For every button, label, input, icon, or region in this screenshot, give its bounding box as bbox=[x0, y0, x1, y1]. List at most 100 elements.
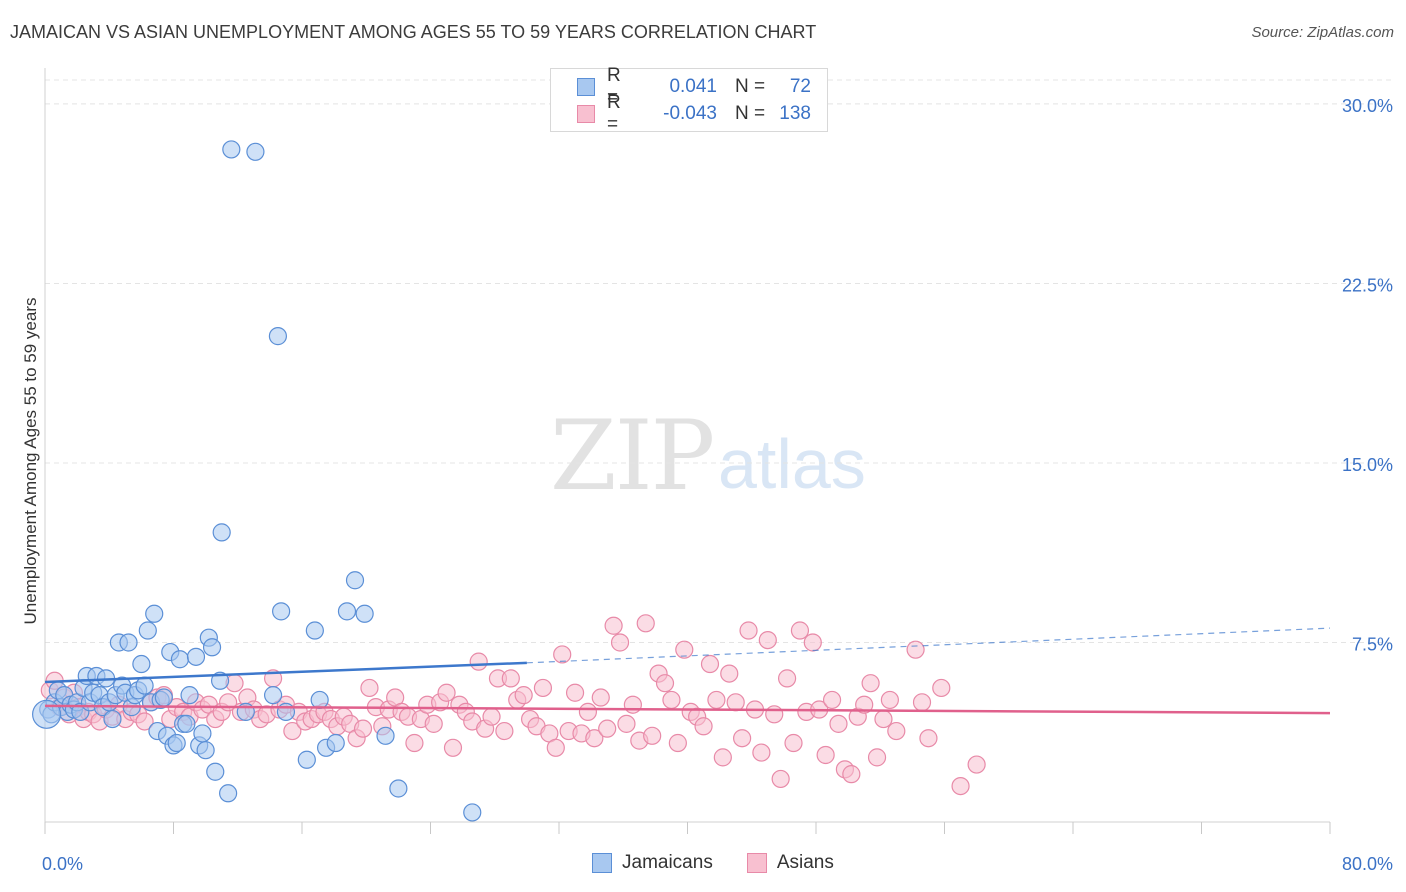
jamaicans-point bbox=[222, 140, 241, 159]
jamaicans-point bbox=[138, 621, 157, 640]
jamaicans-point bbox=[154, 688, 173, 707]
legend-r-value: 0.041 bbox=[669, 76, 717, 97]
asians-point bbox=[482, 707, 501, 726]
correlation-legend: R = 0.041 N = 72 R = -0.043 N = 138 bbox=[550, 65, 828, 135]
asians-point bbox=[784, 733, 803, 753]
series-label-jamaicans: Jamaicans bbox=[622, 852, 713, 873]
asians-point bbox=[887, 721, 906, 741]
legend-swatch-jamaicans bbox=[577, 78, 595, 96]
asians-point bbox=[816, 745, 835, 765]
asians-point bbox=[752, 743, 771, 762]
jamaicans-point bbox=[376, 726, 395, 745]
y-tick-label: 22.5% bbox=[1342, 275, 1393, 295]
asians-point bbox=[822, 690, 842, 710]
asians-point bbox=[861, 674, 880, 693]
jamaicans-cluster-point bbox=[32, 699, 62, 729]
asians-point bbox=[604, 616, 623, 635]
asians-point bbox=[546, 738, 565, 757]
jamaicans-point bbox=[389, 779, 408, 798]
asians-point bbox=[495, 721, 514, 741]
series-legend: Jamaicans Asians bbox=[592, 852, 868, 874]
y-tick-label: 15.0% bbox=[1342, 455, 1393, 475]
asians-point bbox=[880, 690, 899, 710]
asians-point bbox=[643, 726, 662, 745]
jamaicans-point bbox=[177, 714, 196, 733]
asians-point bbox=[803, 633, 822, 652]
series-swatch-jamaicans bbox=[592, 853, 612, 873]
asians-point bbox=[655, 674, 675, 693]
series-label-asians: Asians bbox=[776, 852, 834, 873]
axis-labels: 7.5% 15.0% 22.5% 30.0% 0.0% 80.0% Unemployment… bbox=[21, 96, 1393, 874]
y-axis-title: Unemployment Among Ages 55 to 59 years bbox=[21, 298, 40, 625]
legend-n-value: 138 bbox=[779, 103, 811, 124]
asians-point bbox=[713, 748, 732, 767]
jamaicans-point bbox=[180, 686, 199, 705]
asians-point bbox=[437, 683, 456, 702]
asians-point bbox=[790, 621, 810, 640]
asians-point bbox=[636, 614, 655, 633]
jamaicans-point bbox=[305, 621, 324, 640]
asians-point bbox=[700, 654, 720, 674]
jamaicans-point bbox=[206, 762, 225, 781]
jamaicans-point bbox=[202, 638, 222, 657]
asians-point bbox=[514, 686, 533, 705]
jamaicans-point bbox=[212, 523, 231, 542]
asians-point bbox=[874, 709, 893, 729]
jamaicans-point bbox=[119, 633, 138, 652]
asians-point bbox=[598, 719, 617, 738]
asians-point bbox=[533, 678, 553, 698]
asians-point bbox=[919, 729, 938, 748]
asians-point bbox=[662, 690, 681, 710]
jamaicans-point bbox=[170, 650, 190, 669]
legend-row-jamaicans: R = 0.041 N = 72 bbox=[577, 65, 811, 108]
asians-point bbox=[668, 733, 687, 753]
asians-point bbox=[283, 721, 302, 741]
series-swatch-asians bbox=[746, 853, 767, 873]
legend-row-asians: R = -0.043 N = 138 bbox=[577, 92, 811, 135]
jamaicans-point bbox=[337, 602, 357, 621]
legend-n-label: N = bbox=[735, 103, 766, 124]
asians-point bbox=[733, 729, 752, 748]
jamaicans-point bbox=[246, 142, 265, 161]
asians-point bbox=[135, 712, 154, 731]
asians-point bbox=[765, 705, 784, 724]
jamaicans-point bbox=[276, 702, 296, 721]
jamaicans-point bbox=[167, 733, 186, 753]
jamaicans-point bbox=[326, 733, 345, 753]
watermark-atlas: atlas bbox=[718, 425, 866, 503]
y-tick-label: 7.5% bbox=[1352, 634, 1393, 654]
asians-points bbox=[40, 614, 986, 796]
asians-point bbox=[771, 769, 790, 789]
asians-point bbox=[553, 645, 572, 664]
jamaicans-point bbox=[145, 604, 164, 623]
asians-point bbox=[906, 640, 925, 659]
series-legend-asians[interactable]: Asians bbox=[746, 852, 834, 874]
asians-point bbox=[585, 729, 604, 748]
watermark-zip: ZIP bbox=[550, 400, 715, 512]
trend-lines bbox=[44, 627, 1331, 715]
legend-n-value: 72 bbox=[789, 76, 811, 97]
jamaicans-point bbox=[272, 602, 291, 621]
asians-point bbox=[932, 678, 951, 698]
series-legend-jamaicans[interactable]: Jamaicans bbox=[592, 852, 713, 874]
jamaicans-point bbox=[297, 750, 316, 769]
grid-lines bbox=[45, 79, 1392, 643]
x-tick-label: 0.0% bbox=[42, 854, 83, 874]
legend-r-label: R = bbox=[607, 92, 621, 135]
asians-point bbox=[360, 678, 379, 698]
jamaicans-point bbox=[210, 671, 230, 690]
asians-point bbox=[610, 633, 630, 652]
jamaicans-trend-line bbox=[44, 661, 527, 684]
jamaicans-point bbox=[196, 741, 215, 760]
asians-point bbox=[720, 664, 739, 683]
jamaicans-point bbox=[186, 647, 206, 666]
legend-n-label: N = bbox=[735, 76, 766, 97]
asians-point bbox=[623, 695, 642, 714]
asians-point bbox=[565, 683, 585, 702]
asians-point bbox=[867, 748, 887, 767]
jamaicans-points bbox=[32, 140, 482, 822]
jamaicans-point bbox=[132, 654, 151, 674]
asians-point bbox=[829, 714, 848, 733]
jamaicans-point bbox=[463, 803, 482, 822]
asians-point bbox=[617, 714, 636, 733]
